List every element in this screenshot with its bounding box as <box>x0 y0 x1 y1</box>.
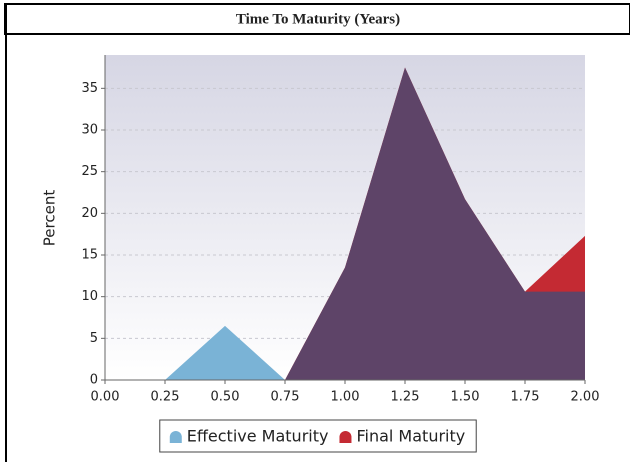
x-tick-label: 0.75 <box>271 390 300 405</box>
x-tick-label: 2.00 <box>571 390 600 405</box>
y-tick-label: 30 <box>81 123 98 138</box>
y-tick-label: 25 <box>81 164 98 179</box>
y-tick-label: 35 <box>81 81 98 96</box>
x-tick-label: 1.50 <box>451 390 480 405</box>
y-tick-label: 20 <box>81 206 98 221</box>
x-tick-label: 1.25 <box>391 390 420 405</box>
chart-title: Time To Maturity (Years) <box>236 11 400 27</box>
x-tick-label: 1.75 <box>511 390 540 405</box>
y-axis-label: Percent <box>41 190 59 247</box>
x-tick-label: 1.00 <box>331 390 360 405</box>
x-tick-label: 0.50 <box>211 390 240 405</box>
y-tick-label: 15 <box>81 248 98 263</box>
y-tick-label: 5 <box>90 331 98 346</box>
x-tick-label: 0.25 <box>151 390 180 405</box>
area-overlap <box>105 67 585 380</box>
y-tick-label: 0 <box>90 373 98 388</box>
legend-label: Effective Maturity <box>187 427 329 446</box>
y-tick-label: 10 <box>81 289 98 304</box>
legend-marker <box>169 431 182 443</box>
x-tick-label: 0.00 <box>91 390 120 405</box>
legend-label: Final Maturity <box>356 427 465 446</box>
legend-box <box>159 419 477 453</box>
legend: Effective Maturity Final Maturity <box>159 419 477 453</box>
legend-marker <box>339 431 352 443</box>
